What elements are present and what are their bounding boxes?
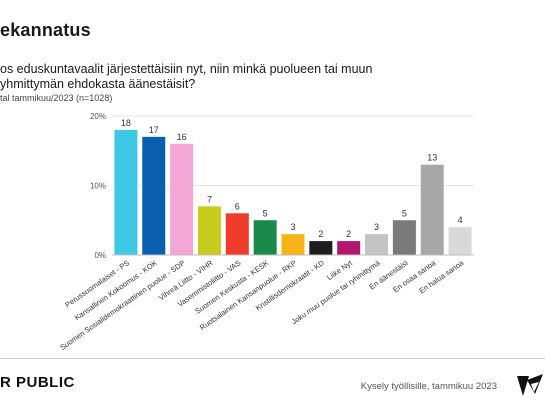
data-label: 3	[290, 222, 295, 232]
data-label: 4	[458, 215, 463, 225]
brand-wordmark: R PUBLIC	[0, 374, 75, 391]
data-label: 5	[263, 208, 268, 218]
bar	[281, 234, 305, 255]
data-label: 13	[427, 153, 437, 163]
bar	[253, 220, 277, 255]
data-label: 2	[346, 229, 351, 239]
data-label: 6	[235, 201, 240, 211]
data-label: 18	[121, 118, 131, 128]
bar	[225, 213, 249, 255]
page-title: ekannatus	[0, 20, 91, 40]
bar	[392, 220, 416, 255]
survey-question: os eduskuntavaalit järjestettäisiin nyt,…	[0, 62, 400, 92]
y-tick-label: 0%	[94, 251, 106, 260]
bar	[420, 164, 444, 255]
data-label: 5	[402, 208, 407, 218]
data-label: 2	[318, 229, 323, 239]
bar	[309, 241, 333, 255]
data-label: 16	[177, 132, 187, 142]
sample-note: tal tammikuu/2023 (n=1028)	[0, 93, 113, 103]
data-label: 17	[149, 125, 159, 135]
bar	[197, 206, 221, 255]
footer-divider	[0, 358, 545, 359]
bar	[365, 234, 389, 255]
question-line-2: yhmittymän ehdokasta äänestäisit?	[0, 77, 196, 91]
question-line-1: os eduskuntavaalit järjestettäisiin nyt,…	[0, 62, 373, 76]
data-label: 3	[374, 222, 379, 232]
bar	[337, 241, 361, 255]
y-tick-label: 10%	[90, 182, 106, 191]
bar	[448, 227, 472, 255]
source-note: Kysely työllisille, tammikuu 2023	[360, 381, 497, 392]
bar	[114, 129, 138, 255]
data-label: 7	[207, 194, 212, 204]
category-label: Suomen Sosialidemokraattinen puolue - SD…	[58, 258, 186, 352]
brand-logo-icon	[517, 374, 543, 396]
y-tick-label: 20%	[90, 112, 106, 121]
bar	[142, 136, 166, 255]
bar	[170, 143, 194, 255]
